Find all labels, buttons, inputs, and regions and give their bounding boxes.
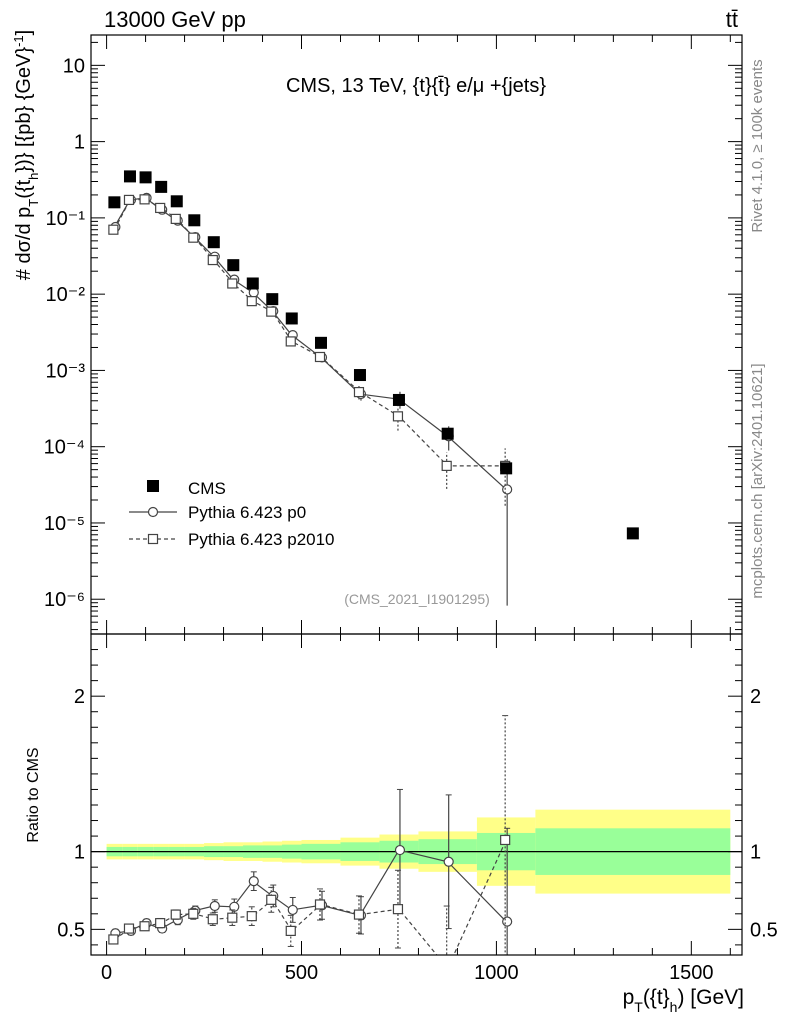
data-point [139,921,150,932]
data-point [155,202,166,214]
y-tick-label-right: 0.5 [750,919,778,941]
data-point [394,844,406,856]
main-panel: 10 1 10⁻¹ 10⁻² 10⁻³ 10⁻⁴ 10⁻⁵ 10⁻⁶ CMS, 13 TeV,… [11,30,743,635]
data-point [227,912,238,923]
main-y-axis-label-text: # dσ/d pT({th})} [{pb} {GeV}-1] [11,30,41,280]
data-point [246,296,257,307]
final-state-label: tt̄ [726,7,738,32]
data-point [353,909,365,920]
series-line [113,197,507,490]
data-point [108,196,121,209]
data-point [188,214,201,227]
main-title: CMS, 13 TeV, {t}{t̄} e/μ +{jets} [286,75,546,97]
y-tick-label: 10 [63,55,85,77]
data-point [123,194,135,206]
data-point [314,336,327,349]
main-y-axis-label: # dσ/d pT({th})} [{pb} {GeV}-1] [11,30,41,280]
x-tick-label: 1500 [669,962,714,984]
data-point [188,908,199,919]
data-point [123,923,135,934]
y-tick-label: 0.5 [57,919,85,941]
data-point [314,351,326,363]
y-tick-label-right: 1 [750,842,761,864]
data-point [207,254,218,266]
data-point [353,369,366,382]
data-point [287,904,298,916]
data-point [266,306,277,317]
analysis-id-label: (CMS_2021_I1901295) [344,591,490,607]
y-tick-label: 2 [74,686,85,708]
ratio-y-axis-label: Ratio to CMS [25,747,42,842]
y-tick-label: 1 [74,132,85,154]
data-point [500,834,511,846]
legend-cms-label: CMS [188,479,226,498]
legend: CMS Pythia 6.423 p0 Pythia 6.423 p2010 [129,479,335,549]
y-tick-label: 10⁻³ [46,360,86,382]
legend-p0-marker [147,506,159,518]
x-tick-label: 0 [101,962,112,984]
data-point [123,170,136,183]
y-tick-label-right: 2 [750,686,761,708]
data-point [108,934,119,945]
data-point [155,918,166,929]
process-label: 13000 GeV pp [104,7,246,32]
mcplots-label: mcplots.cern.ch [arXiv:2401.10621] [749,363,766,598]
y-tick-label: 10⁻⁵ [44,513,85,535]
data-point [285,925,296,937]
data-point [502,916,513,927]
data-point [227,278,238,289]
data-point [392,393,405,406]
legend-cms-marker [147,480,159,492]
data-point [314,899,326,910]
data-point [170,909,181,920]
ratio-frame [90,633,743,956]
series-line [113,198,507,467]
x-tick-label: 1000 [474,962,519,984]
data-point [353,386,365,398]
y-tick-label: 10⁻⁴ [44,437,85,459]
series-line [114,839,507,955]
data-point [139,194,150,205]
data-point [502,484,513,495]
data-point [155,180,168,193]
x-tick-label: 500 [285,962,318,984]
y-tick-label: 10⁻¹ [46,208,86,230]
y-tick-label: 1 [74,842,85,864]
data-point [108,224,119,235]
data-point [209,900,220,912]
data-point [246,911,257,922]
series-line [114,849,507,934]
data-point [392,904,404,915]
data-point [170,213,181,224]
y-tick-label: 10⁻⁶ [44,589,85,611]
x-axis-label: pT({t}h) [GeV] [623,986,744,1015]
data-point [207,914,218,925]
legend-p0-label: Pythia 6.423 p0 [188,503,306,522]
data-point [443,856,454,867]
data-point [266,293,279,306]
data-point [207,236,220,249]
data-point [441,460,452,471]
data-point [248,876,259,887]
legend-p2010-marker [147,533,159,545]
data-point [170,195,183,208]
data-point [139,171,152,184]
data-point [229,901,240,912]
legend-p2010-label: Pythia 6.423 p2010 [188,530,335,549]
data-point [441,427,454,440]
data-point [626,527,639,540]
data-point [392,411,404,422]
data-point [188,232,199,243]
y-tick-label: 10⁻² [46,284,86,306]
data-point [285,336,296,347]
data-point [246,277,259,290]
data-point [266,894,277,905]
data-point [500,462,513,475]
data-point [285,312,298,325]
rivet-version-label: Rivet 4.1.0, ≥ 100k events [749,59,766,232]
data-point [442,964,451,973]
data-point [227,259,240,272]
ratio-panel: 0.5 0.5 1 1 2 2 0 500 1000 1500 Ratio to CMS pT(… [25,633,778,1015]
